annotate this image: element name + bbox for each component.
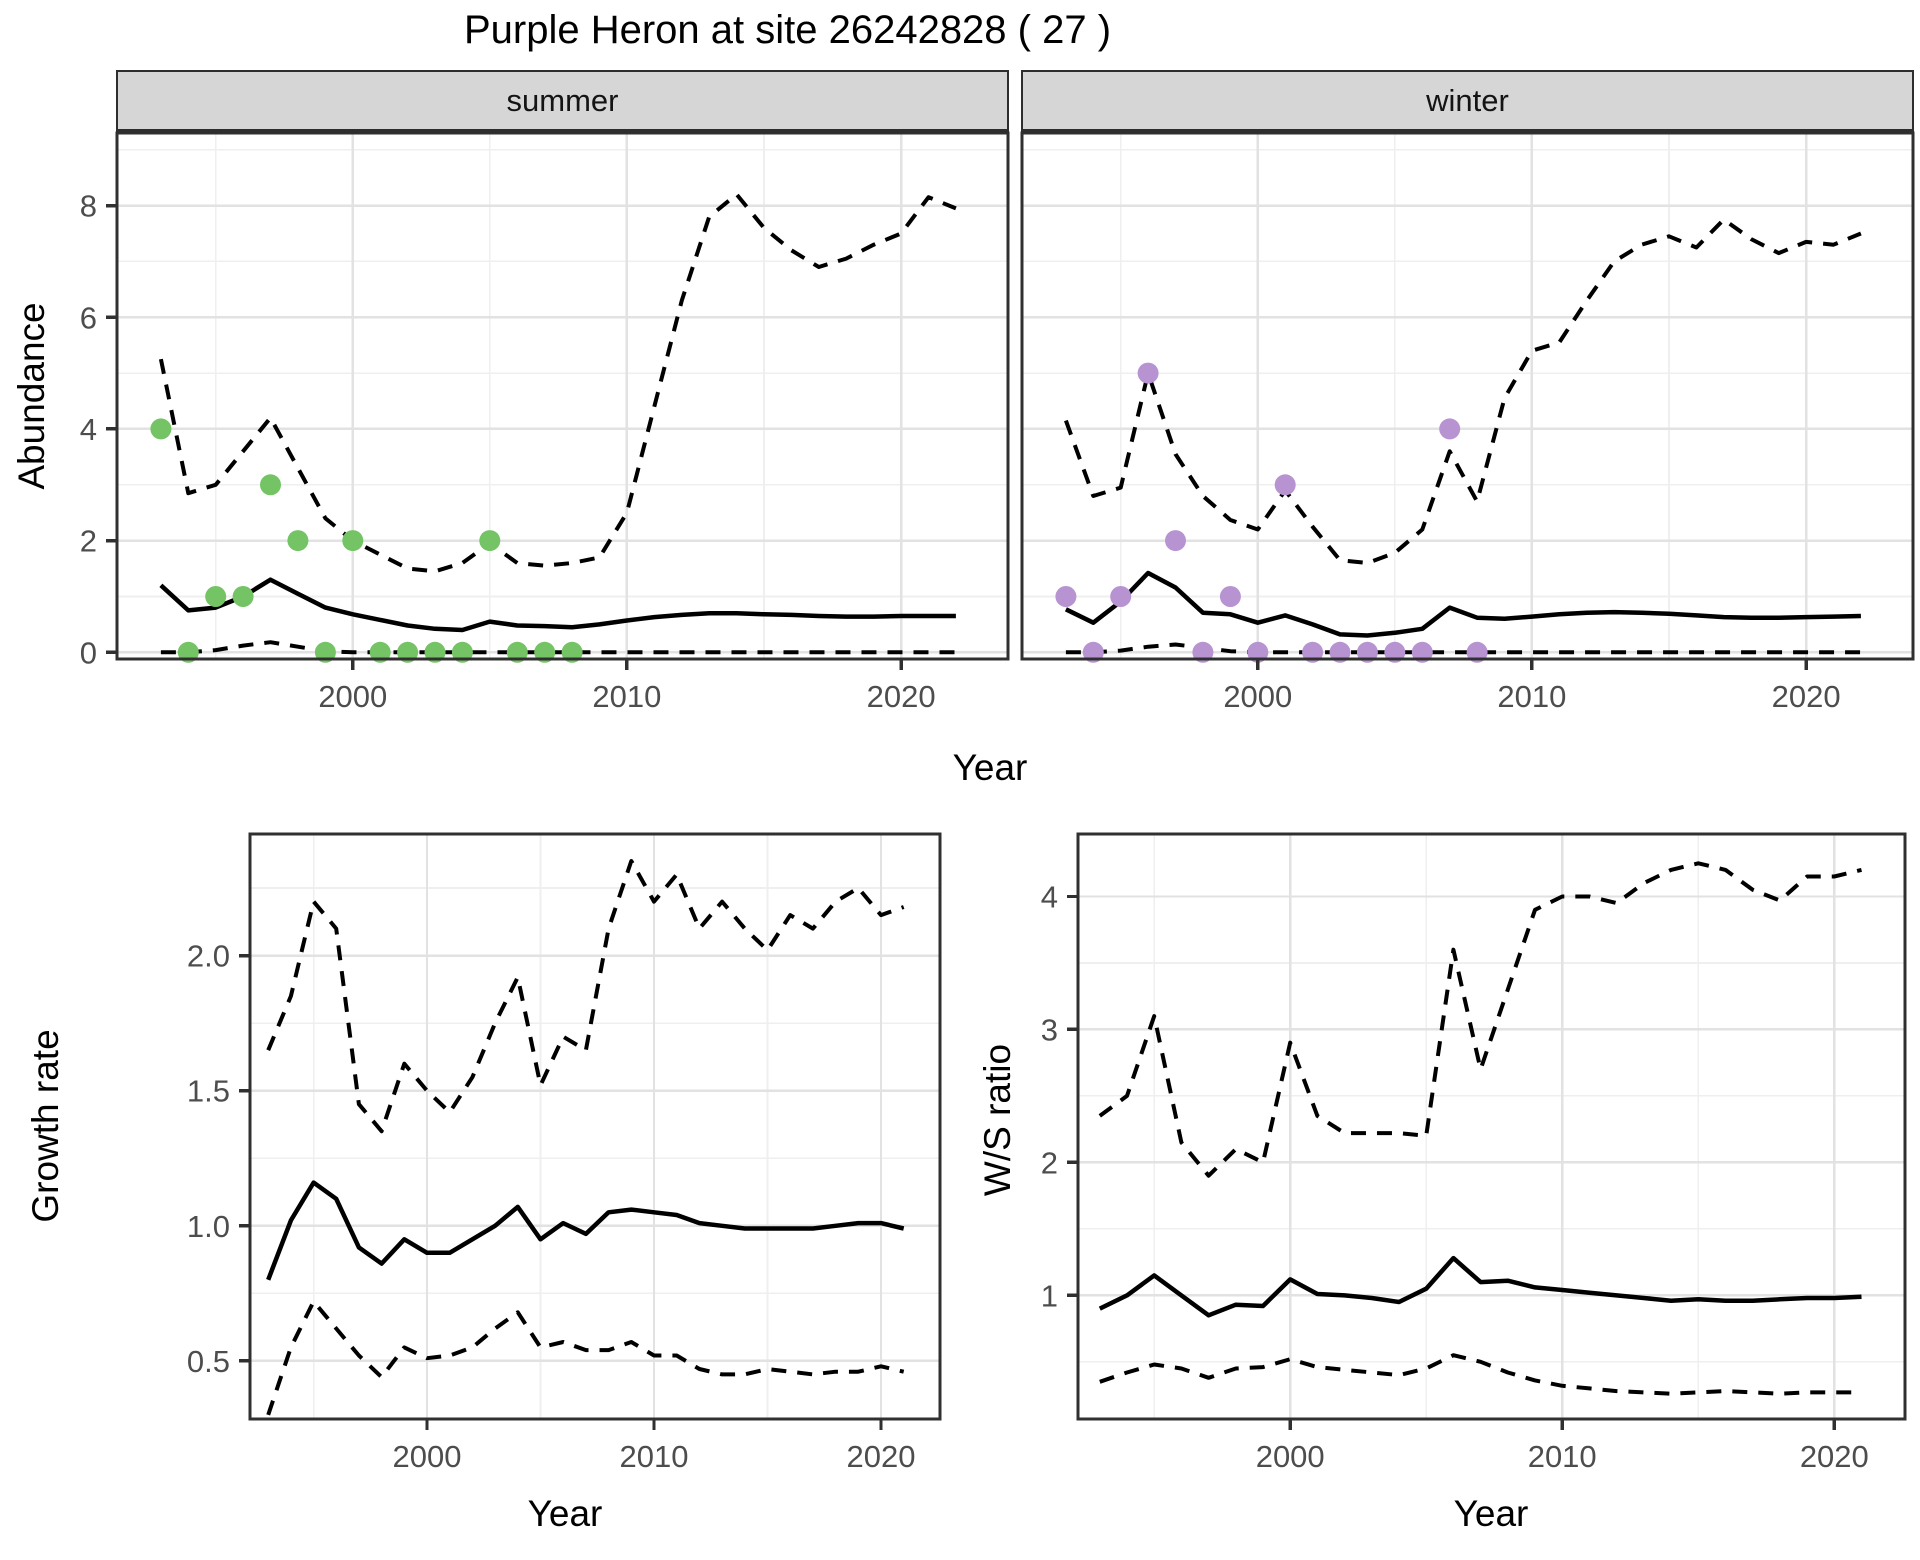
observed-count-point <box>1329 641 1351 663</box>
x-tick-label: 2000 <box>318 679 387 714</box>
observed-count-point <box>205 586 227 607</box>
x-tick-label: 2000 <box>1223 679 1292 714</box>
panel-background <box>1078 834 1905 1419</box>
facet-label-summer: summer <box>506 82 619 118</box>
x-tick-label: 2020 <box>1800 1439 1869 1474</box>
y-tick-label: 3 <box>1041 1012 1058 1047</box>
panel-summer-abundance: 2000 2010 2020 0 2 4 6 8 <box>80 131 1010 714</box>
x-tick-label: 2010 <box>1528 1439 1597 1474</box>
observed-count-point <box>1274 474 1296 496</box>
mean-line <box>1098 1255 1862 1318</box>
observed-count-point <box>287 530 309 552</box>
observed-count-point <box>369 641 391 663</box>
observed-count-point <box>342 530 364 552</box>
mean-line <box>1064 570 1861 638</box>
panel-border <box>115 131 1010 661</box>
y-tick-label: 1.5 <box>187 1074 230 1109</box>
observed-count-point <box>1302 641 1324 663</box>
observed-count-point <box>1466 641 1488 663</box>
lower-ci-line <box>160 640 956 655</box>
observed-count-point <box>424 641 446 663</box>
observed-count-point <box>150 418 172 440</box>
observed-count-point <box>479 530 501 552</box>
x-tick-label: 2020 <box>847 1439 916 1474</box>
growth-x-axis-title: Year <box>527 1493 603 1534</box>
lower-ci-line <box>1099 1353 1862 1396</box>
y-tick-label: 1 <box>1041 1278 1058 1313</box>
observed-count-point <box>1219 586 1241 607</box>
upper-ci-line <box>266 859 905 1134</box>
observed-count-point <box>232 586 254 607</box>
y-tick-label: 4 <box>80 412 97 447</box>
x-tick-label: 2010 <box>1497 679 1566 714</box>
facet-strip-summer: summer <box>116 70 1009 133</box>
lower-ci-line <box>266 1299 905 1416</box>
observed-count-point <box>1110 586 1132 607</box>
top-x-axis-title: Year <box>952 747 1028 788</box>
panel-border <box>248 832 942 1421</box>
y-tick-label: 1.0 <box>187 1209 230 1244</box>
x-tick-label: 2000 <box>1256 1439 1325 1474</box>
upper-ci-line <box>1098 861 1862 1178</box>
observed-count-point <box>534 641 556 663</box>
observed-count-point <box>1439 418 1461 440</box>
y-tick-label: 6 <box>80 300 97 335</box>
mean-line <box>266 1180 905 1281</box>
y-tick-label: 0.5 <box>187 1344 230 1379</box>
figure-title: Purple Heron at site 26242828 ( 27 ) <box>463 8 1112 52</box>
y-tick-label: 4 <box>1041 879 1058 914</box>
observed-count-point <box>1055 586 1077 607</box>
observed-count-point <box>314 641 336 663</box>
observed-count-point <box>1247 641 1269 663</box>
panel-winter-abundance: 2000 2010 2020 <box>1020 131 1915 714</box>
observed-count-point <box>451 641 473 663</box>
panel-background <box>1022 133 1913 659</box>
observed-count-point <box>1082 641 1104 663</box>
ws-x-axis-title: Year <box>1453 1493 1529 1534</box>
x-tick-label: 2020 <box>1772 679 1841 714</box>
abundance-axis-title: Abundance <box>11 302 52 490</box>
facet-label-winter: winter <box>1426 82 1509 118</box>
observed-count-point <box>1137 362 1159 384</box>
y-tick-label: 2.0 <box>187 939 230 974</box>
growth-rate-axis-title: Growth rate <box>25 1029 66 1223</box>
observed-count-point <box>1384 641 1406 663</box>
y-tick-label: 2 <box>80 524 97 559</box>
observed-count-point <box>506 641 528 663</box>
x-tick-label: 2010 <box>592 679 661 714</box>
observed-count-point <box>1192 641 1214 663</box>
observed-count-point <box>397 641 419 663</box>
ws-ratio-axis-title: W/S ratio <box>977 1043 1018 1197</box>
observed-count-point <box>260 474 281 496</box>
upper-ci-line <box>158 192 957 574</box>
x-tick-label: 2000 <box>393 1439 462 1474</box>
y-tick-label: 2 <box>1041 1145 1058 1180</box>
x-tick-label: 2020 <box>867 679 936 714</box>
panel-background <box>250 834 940 1419</box>
x-tick-label: 2010 <box>620 1439 689 1474</box>
y-tick-label: 8 <box>80 189 97 224</box>
observed-count-point <box>1411 641 1433 663</box>
mean-line <box>159 577 956 633</box>
panel-background <box>117 133 1008 659</box>
panel-border <box>1020 131 1915 661</box>
panel-ws-ratio: 2000 2010 2020 1 2 3 4 <box>1041 832 1907 1474</box>
upper-ci-line <box>1064 217 1862 565</box>
y-tick-label: 0 <box>80 635 97 670</box>
observed-count-point <box>1356 641 1378 663</box>
observed-count-point <box>561 641 583 663</box>
observed-count-point <box>177 641 199 663</box>
panel-border <box>1076 832 1907 1421</box>
observed-count-point <box>1165 530 1186 552</box>
panel-growth-rate: 2000 2010 2020 0.5 1.0 1.5 2.0 <box>187 832 942 1474</box>
facet-strip-winter: winter <box>1021 70 1914 133</box>
